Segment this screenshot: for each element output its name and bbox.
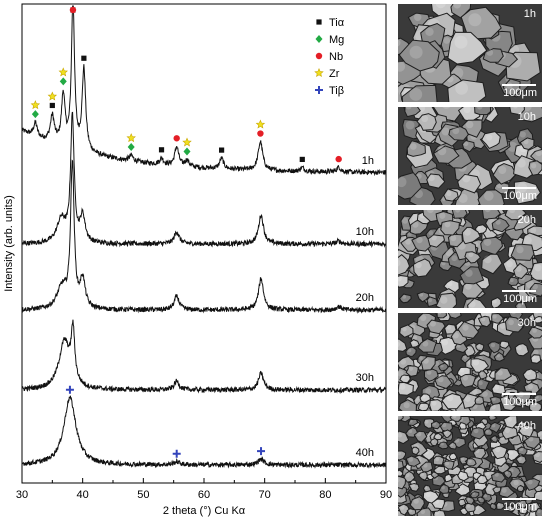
peak-marker-square	[49, 102, 55, 109]
x-tick-label: 50	[137, 489, 149, 501]
series-label: 30h	[356, 372, 374, 384]
series-label: 40h	[356, 447, 374, 459]
legend-label: Mg	[329, 34, 344, 46]
series-label: 1h	[362, 155, 374, 167]
legend-label: Tiβ	[329, 85, 344, 97]
scale-bar	[502, 84, 536, 86]
peak-marker-star	[30, 100, 41, 110]
peak-marker-circle	[335, 155, 342, 163]
sem-panel-10h: 10h 100μm	[398, 107, 542, 205]
x-tick-label: 90	[380, 489, 392, 501]
legend-marker-star	[314, 68, 324, 78]
sem-time-label: 40h	[517, 420, 536, 432]
x-tick-label: 30	[16, 489, 28, 501]
y-axis-label: Intensity (arb. units)	[3, 195, 15, 292]
peak-marker-square	[299, 156, 305, 163]
scale-bar	[502, 393, 536, 395]
sem-panel-30h: 30h 100μm	[398, 313, 542, 411]
xrd-chart: 30 40 50 60 70 80 90 2 theta (°) Cu Kα Intensity…	[3, 3, 392, 517]
peak-marker-circle	[257, 130, 264, 137]
scale-bar	[502, 290, 536, 292]
sem-scale-label: 100μm	[503, 501, 537, 513]
legend-marker-square	[316, 19, 322, 25]
legend-marker-diamond	[315, 35, 323, 43]
x-tick-label: 80	[319, 489, 331, 501]
sem-panel-20h: 20h 100μm	[398, 210, 542, 308]
peak-marker-star	[47, 91, 58, 101]
sem-time-label: 1h	[523, 8, 536, 20]
legend-label: Zr	[329, 68, 340, 80]
sem-micrograph	[398, 4, 542, 102]
peak-marker-diamond	[183, 147, 191, 156]
x-axis-label: 2 theta (°) Cu Kα	[163, 505, 246, 517]
peak-marker-plus	[65, 385, 74, 394]
sem-panel-40h: 40h 100μm	[398, 416, 542, 516]
x-tick-label: 70	[259, 489, 271, 501]
series-label: 10h	[356, 226, 374, 238]
sem-micrograph	[398, 107, 542, 205]
legend-marker-circle	[315, 52, 323, 60]
x-tick-label: 40	[77, 489, 89, 501]
peak-marker-square	[81, 55, 87, 61]
peak-marker-circle	[69, 6, 77, 14]
peak-marker-diamond	[127, 143, 135, 152]
sem-panel-1h: 1h 100μm	[398, 4, 542, 102]
peak-marker-square	[218, 147, 225, 153]
x-tick-label: 60	[198, 489, 210, 501]
peak-marker-plus	[172, 449, 181, 458]
series-line-30h	[21, 319, 387, 395]
peak-marker-diamond	[31, 110, 39, 119]
series-line-40h	[21, 395, 387, 469]
peak-marker-star	[255, 119, 266, 129]
sem-time-label: 20h	[517, 214, 536, 226]
peak-marker-plus	[257, 447, 266, 456]
peak-marker-star	[126, 133, 136, 143]
sem-time-label: 10h	[517, 111, 536, 123]
legend-label: Nb	[329, 51, 343, 63]
legend-marker-plus	[315, 86, 323, 94]
scale-bar	[502, 498, 536, 500]
sem-scale-label: 100μm	[503, 293, 537, 305]
scale-bar	[502, 187, 536, 189]
series-label: 20h	[356, 292, 374, 304]
legend-label: Tiα	[329, 17, 345, 29]
peak-marker-star	[58, 67, 68, 77]
sem-scale-label: 100μm	[503, 190, 537, 202]
peak-marker-circle	[173, 135, 180, 142]
series-line-20h	[21, 159, 387, 314]
peak-marker-diamond	[59, 77, 67, 86]
peak-marker-square	[158, 147, 165, 153]
sem-time-label: 30h	[517, 317, 536, 329]
series-line-1h	[21, 5, 387, 177]
sem-scale-label: 100μm	[503, 396, 537, 408]
series-line-10h	[21, 111, 387, 248]
sem-scale-label: 100μm	[503, 87, 537, 99]
peak-marker-star	[182, 137, 192, 147]
